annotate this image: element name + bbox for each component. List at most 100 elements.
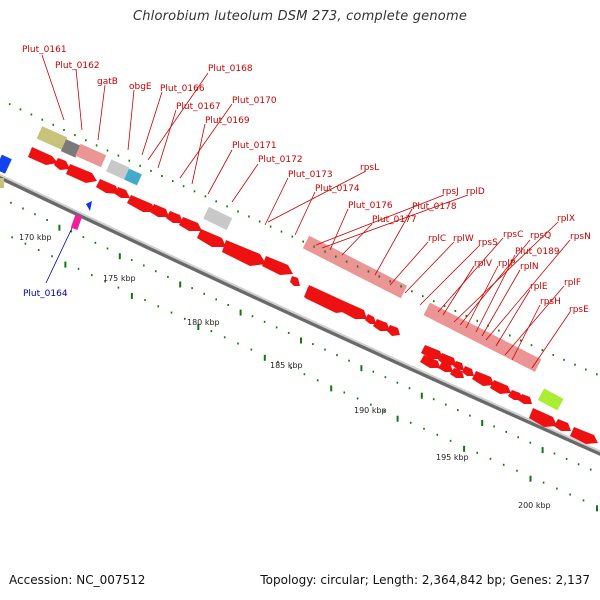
scale-tick — [565, 457, 568, 460]
scale-tick — [24, 242, 27, 245]
feature-gray — [106, 159, 130, 180]
scale-tick — [210, 330, 213, 333]
scale-tick — [348, 359, 350, 362]
scale-tick — [157, 305, 160, 308]
cds-arrow — [462, 366, 474, 376]
scale-tick — [517, 436, 519, 439]
scale-tick — [144, 299, 146, 302]
scale-tick — [469, 414, 471, 417]
gene-label: Plut_0167 — [176, 102, 221, 112]
scale-tick — [58, 224, 61, 231]
scale-tick — [237, 342, 239, 345]
cds-arrow — [262, 256, 293, 275]
scale-tick — [432, 300, 435, 303]
gene-label: rpsL — [360, 163, 379, 173]
scale-label-190: 190 kbp — [354, 406, 387, 415]
scale-tick — [383, 409, 385, 412]
scale-tick — [343, 391, 346, 394]
feature-gray-2 — [203, 206, 233, 230]
feature-rrna-1 — [302, 235, 408, 299]
cds-arrow — [342, 302, 367, 319]
scale-tick — [423, 427, 425, 430]
cds-arrow — [570, 427, 598, 444]
scale-label-185: 185 kbp — [270, 361, 303, 370]
scale-tick — [130, 292, 133, 299]
cds-arrow — [490, 380, 511, 394]
track-cds-upper — [304, 287, 464, 378]
scale-tick — [436, 433, 439, 436]
scale-tick — [106, 247, 109, 250]
gene-label: rpsC — [503, 230, 523, 240]
scale-tick — [563, 358, 565, 361]
scale-tick — [22, 207, 24, 210]
map-title: Chlorobium luteolum DSM 273, complete ge… — [132, 9, 468, 24]
scale-tick — [155, 270, 157, 273]
cds-arrow — [450, 368, 464, 378]
scale-tick — [51, 255, 53, 258]
scale-tick — [237, 210, 239, 213]
gene-label: Plut_0166 — [160, 84, 205, 94]
cds-arrow — [421, 345, 443, 359]
scale-tick — [324, 250, 326, 253]
scale-tick — [117, 154, 120, 157]
scale-tick — [345, 260, 348, 263]
cds-arrow — [554, 419, 571, 431]
scale-tick — [248, 215, 250, 218]
scale-tick — [104, 280, 106, 283]
scale-tick — [302, 240, 304, 243]
scale-tick — [215, 298, 217, 301]
scale-tick — [277, 360, 279, 363]
gene-label: rplV — [474, 259, 493, 269]
gene-label: rplW — [453, 234, 474, 244]
scale-label-195: 195 kbp — [436, 453, 469, 462]
scale-tick — [389, 280, 391, 283]
scale-label-175: 175 kbp — [103, 274, 136, 283]
scale-tick — [280, 230, 283, 233]
cds-arrow — [28, 147, 58, 165]
scale-tick — [269, 225, 272, 228]
scale-tick — [312, 343, 314, 346]
scale-tick — [150, 169, 152, 172]
scale-tick — [336, 354, 338, 357]
backbone-line — [0, 173, 600, 453]
scale-tick — [335, 255, 337, 258]
scale-tick — [197, 324, 200, 330]
scale-tick — [291, 235, 294, 238]
scale-tick — [509, 334, 511, 337]
scale-tick — [596, 373, 598, 376]
gene-label: rplF — [564, 278, 581, 288]
scale-tick — [449, 439, 452, 442]
scale-tick — [552, 354, 555, 356]
gene-label: rpsN — [570, 232, 591, 242]
gene-label: Plut_0161 — [22, 45, 67, 55]
scale-tick — [367, 270, 370, 273]
gene-label: Plut_0172 — [258, 155, 303, 165]
scale-tick — [118, 253, 121, 260]
scale-tick — [106, 149, 109, 152]
scale-tick — [37, 249, 40, 251]
gene-label: rplE — [530, 282, 548, 292]
scale-tick — [139, 164, 141, 167]
cds-arrow — [508, 390, 523, 400]
scale-tick — [63, 129, 65, 131]
scale-tick — [420, 392, 423, 399]
scale-tick — [170, 311, 173, 314]
scale-tick — [10, 201, 12, 204]
accession-text: Accession: NC_007512 — [9, 573, 146, 587]
scale-tick — [275, 326, 278, 329]
scale-tick — [94, 241, 97, 244]
gene-label: Plut_0189 — [515, 247, 560, 257]
scale-tick — [396, 381, 399, 384]
feature-rrna-2 — [423, 302, 542, 372]
scale-ticks — [8, 103, 598, 512]
feature-blue-edge — [0, 154, 12, 174]
scale-tick — [372, 370, 375, 373]
scale-tick — [330, 385, 333, 392]
scale-tick — [184, 317, 186, 320]
scale-tick — [378, 275, 381, 278]
scale-tick — [52, 123, 54, 126]
scale-tick — [443, 305, 446, 308]
scale-tick — [239, 309, 242, 316]
scale-tick — [432, 398, 435, 401]
